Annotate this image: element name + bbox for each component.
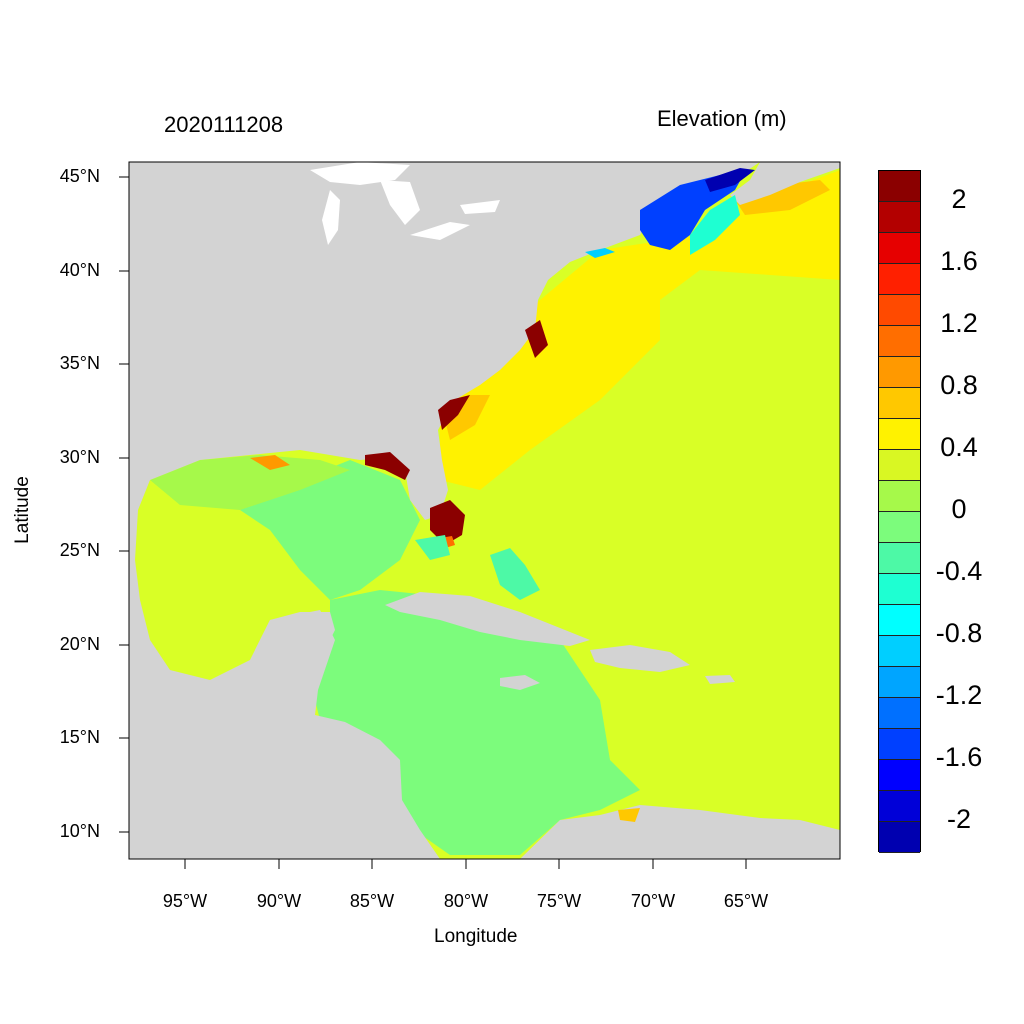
x-tick-label: 90°W bbox=[256, 891, 302, 911]
y-tick-label: 20°N bbox=[59, 634, 100, 654]
colorbar-cell bbox=[879, 636, 920, 667]
colorbar-label: -0.8 bbox=[935, 618, 983, 648]
colorbar-cell bbox=[879, 512, 920, 543]
x-tick-label: 95°W bbox=[162, 891, 208, 911]
jamaica-land bbox=[500, 675, 540, 690]
atlantic-yellow-zone bbox=[440, 235, 840, 490]
colorbar-label: -0.4 bbox=[935, 556, 983, 586]
colorbar-label: 0.4 bbox=[940, 432, 978, 462]
colorbar-cell bbox=[879, 481, 920, 512]
colorbar-cell bbox=[879, 202, 920, 233]
colorbar-label: -1.2 bbox=[935, 680, 983, 710]
y-tick-label: 35°N bbox=[59, 353, 100, 373]
chesapeake-surge bbox=[525, 320, 548, 358]
x-tick-label: 65°W bbox=[723, 891, 769, 911]
maine-coast-negative bbox=[705, 168, 755, 192]
colorbar-cell bbox=[879, 729, 920, 760]
maritime-canada-land bbox=[730, 162, 840, 205]
x-tick-label: 75°W bbox=[536, 891, 582, 911]
shelf-gradient-cyan bbox=[690, 195, 740, 255]
puerto-rico-land bbox=[705, 675, 735, 684]
x-tick-label: 85°W bbox=[349, 891, 395, 911]
colorbar-cell bbox=[879, 264, 920, 295]
colorbar-cell bbox=[879, 667, 920, 698]
colorbar-cell bbox=[879, 357, 920, 388]
colorbar-cell bbox=[879, 295, 920, 326]
gulf-of-maine-depression bbox=[640, 172, 745, 250]
long-island-cyan bbox=[585, 248, 615, 258]
south-america-land bbox=[520, 805, 840, 859]
carolina-orange bbox=[445, 395, 490, 440]
colorbar-cell bbox=[879, 698, 920, 729]
colorbar-label: 0.8 bbox=[940, 370, 978, 400]
lake-erie bbox=[410, 222, 470, 240]
yucatan-peninsula bbox=[255, 612, 335, 690]
x-axis-label: Longitude bbox=[434, 926, 518, 947]
y-tick-label: 15°N bbox=[59, 727, 100, 747]
colorbar-cell bbox=[879, 326, 920, 357]
y-tick-label: 45°N bbox=[59, 166, 100, 186]
big-bend-surge bbox=[365, 452, 410, 480]
colorbar-label: 1.2 bbox=[940, 308, 978, 338]
louisiana-coast-surge bbox=[250, 455, 290, 470]
variable-title: Elevation (m) bbox=[657, 106, 787, 131]
lake-huron bbox=[380, 180, 420, 225]
colorbar-label: -2 bbox=[946, 804, 971, 834]
x-tick-label: 80°W bbox=[443, 891, 489, 911]
y-tick-label: 10°N bbox=[59, 821, 100, 841]
y-tick-label: 40°N bbox=[59, 260, 100, 280]
x-tick-label: 70°W bbox=[630, 891, 676, 911]
map-frame bbox=[128, 161, 841, 860]
bahamas-cyan-ring bbox=[490, 548, 540, 600]
lake-michigan bbox=[322, 190, 340, 245]
colorbar-label: 1.6 bbox=[940, 246, 978, 276]
florida-straits-cyan bbox=[415, 535, 450, 560]
colorbar-label: -1.6 bbox=[935, 742, 983, 772]
lake-ontario bbox=[460, 200, 500, 214]
colorbar-label: 2 bbox=[951, 184, 967, 214]
y-tick-label: 30°N bbox=[59, 447, 100, 467]
hispaniola-land bbox=[590, 645, 690, 672]
y-tick-label: 25°N bbox=[59, 540, 100, 560]
nova-scotia-orange bbox=[735, 180, 830, 215]
y-tick-marks bbox=[119, 176, 129, 833]
colorbar-cell bbox=[879, 822, 920, 853]
colorbar-cell bbox=[879, 605, 920, 636]
y-axis-label: Latitude bbox=[12, 476, 33, 544]
gulf-coast-green bbox=[150, 455, 350, 510]
x-tick-marks bbox=[184, 859, 747, 869]
colorbar-cell bbox=[879, 450, 920, 481]
colorbar-cell bbox=[879, 543, 920, 574]
colorbar-label: 0 bbox=[951, 494, 967, 524]
colorbar-cell bbox=[879, 791, 920, 822]
cuba-land bbox=[385, 592, 590, 646]
colorbar bbox=[878, 170, 921, 853]
colorbar-cell bbox=[879, 760, 920, 791]
florida-bay-surge bbox=[430, 500, 465, 545]
venezuela-coast-orange bbox=[618, 808, 640, 822]
colorbar-cell bbox=[879, 419, 920, 450]
colorbar-cell bbox=[879, 171, 920, 202]
run-date-label: 2020111208 bbox=[164, 112, 284, 137]
colorbar-cell bbox=[879, 574, 920, 605]
colorbar-cell bbox=[879, 388, 920, 419]
lake-superior bbox=[310, 162, 410, 185]
carolina-coast-surge bbox=[438, 395, 470, 430]
colorbar-cell bbox=[879, 233, 920, 264]
